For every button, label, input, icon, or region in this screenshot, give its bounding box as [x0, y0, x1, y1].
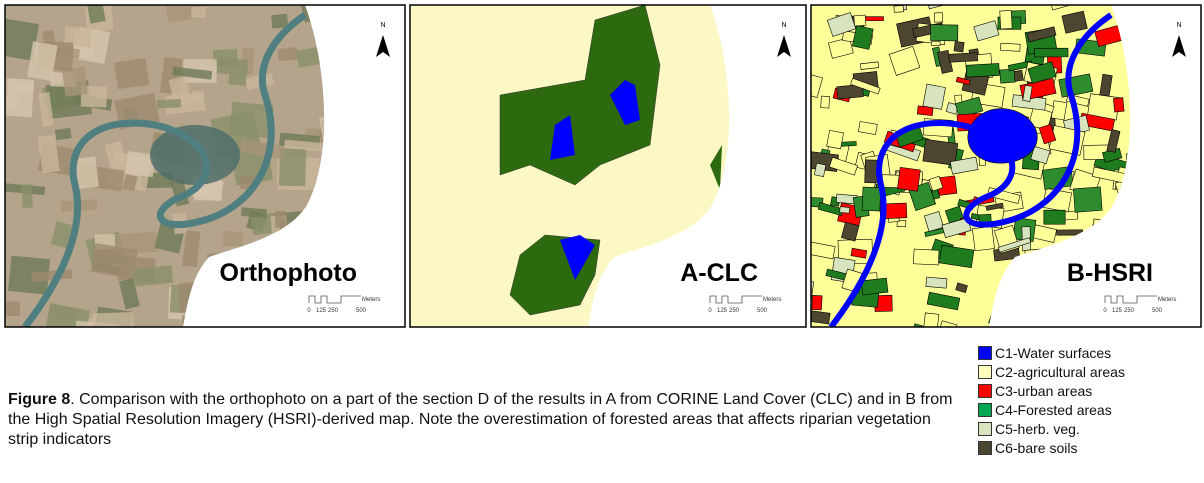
scale-tick-label: 125 — [316, 308, 327, 314]
legend-label: C2-agricultural areas — [995, 364, 1125, 380]
field-patch — [6, 78, 35, 117]
land-parcel — [954, 41, 964, 52]
scale-tick-label: 250 — [1124, 308, 1135, 314]
north-label: N — [781, 22, 786, 29]
field-patch — [217, 58, 248, 75]
field-patch — [92, 312, 134, 335]
land-parcel — [1000, 43, 1020, 51]
scale-tick-label: 125 — [717, 308, 728, 314]
legend-swatch — [978, 346, 992, 360]
scale-tick-label: 125 — [1112, 308, 1123, 314]
legend-item: C1-Water surfaces — [978, 343, 1125, 362]
scale-tick-label: 500 — [1152, 308, 1163, 314]
field-patch — [217, 330, 235, 335]
legend-item: C5-herb. veg. — [978, 419, 1125, 438]
land-parcel — [894, 5, 904, 12]
land-parcel — [1035, 48, 1068, 57]
land-parcel — [862, 187, 881, 211]
land-parcel — [913, 249, 939, 265]
legend-swatch — [978, 365, 992, 379]
field-patch — [114, 58, 149, 89]
figure-number: Figure 8 — [8, 391, 70, 408]
panel-label: Orthophoto — [220, 259, 357, 287]
land-parcel — [812, 295, 822, 310]
land-parcel — [827, 130, 844, 149]
scale-unit: Meters — [763, 297, 781, 303]
scale-unit: Meters — [362, 297, 380, 303]
field-patch — [231, 329, 270, 335]
field-patch — [21, 184, 32, 208]
legend-label: C1-Water surfaces — [995, 345, 1111, 361]
field-patch — [62, 66, 88, 96]
legend-item: C2-agricultural areas — [978, 362, 1125, 381]
land-parcel — [923, 84, 946, 109]
caption-text: . Comparison with the orthophoto on a pa… — [8, 391, 952, 448]
land-parcel — [1113, 98, 1124, 112]
land-parcel — [1044, 210, 1065, 224]
legend-item: C6-bare soils — [978, 438, 1125, 457]
land-parcel — [966, 63, 999, 77]
figure-caption: Figure 8. Comparison with the orthophoto… — [8, 390, 963, 450]
legend-item: C4-Forested areas — [978, 400, 1125, 419]
field-patch — [157, 99, 181, 108]
scale-tick-label: 250 — [729, 308, 740, 314]
land-parcel — [821, 96, 830, 108]
land-parcel — [931, 25, 958, 41]
north-label: N — [1176, 22, 1181, 29]
page: OrthophotoN0125250500MetersA-CLCN0125250… — [0, 0, 1204, 483]
land-parcel — [861, 278, 888, 295]
panel-label: B-HSRI — [1067, 259, 1153, 287]
land-parcel — [931, 41, 940, 45]
field-patch — [223, 231, 243, 246]
scale-unit: Meters — [1158, 297, 1176, 303]
legend-label: C3-urban areas — [995, 383, 1092, 399]
land-parcel — [972, 226, 994, 250]
legend-swatch — [978, 422, 992, 436]
legend-label: C4-Forested areas — [995, 402, 1112, 418]
legend-swatch — [978, 384, 992, 398]
panel-label: A-CLC — [680, 259, 758, 287]
land-parcel — [814, 163, 826, 176]
lake — [150, 125, 240, 185]
north-label: N — [380, 22, 385, 29]
map-panel: OrthophotoN0125250500Meters — [0, 0, 454, 335]
legend: C1-Water surfaces C2-agricultural areas C3… — [978, 343, 1125, 457]
land-parcel — [812, 327, 848, 335]
field-patch — [277, 47, 298, 61]
legend-item: C3-urban areas — [978, 381, 1125, 400]
land-parcel — [923, 313, 939, 333]
field-patch — [381, 0, 401, 3]
field-patch — [191, 7, 205, 18]
legend-swatch — [978, 403, 992, 417]
field-patch — [0, 301, 20, 316]
land-parcel — [840, 207, 850, 213]
land-parcel — [897, 167, 920, 191]
field-patch — [191, 91, 204, 101]
land-parcel — [1051, 101, 1067, 120]
legend-label: C6-bare soils — [995, 440, 1077, 456]
land-parcel — [854, 15, 866, 26]
land-parcel — [949, 53, 978, 63]
scale-tick-label: 500 — [356, 308, 367, 314]
map-panels: OrthophotoN0125250500MetersA-CLCN0125250… — [0, 0, 1204, 335]
land-parcel — [1073, 187, 1102, 212]
land-parcel — [1000, 69, 1015, 83]
land-parcel — [1000, 10, 1012, 29]
land-parcel — [934, 13, 942, 23]
scale-tick-label: 250 — [328, 308, 339, 314]
scale-tick-label: 500 — [757, 308, 768, 314]
land-parcel — [1075, 0, 1087, 4]
legend-label: C5-herb. veg. — [995, 421, 1080, 437]
land-parcel — [926, 277, 947, 288]
legend-swatch — [978, 441, 992, 455]
